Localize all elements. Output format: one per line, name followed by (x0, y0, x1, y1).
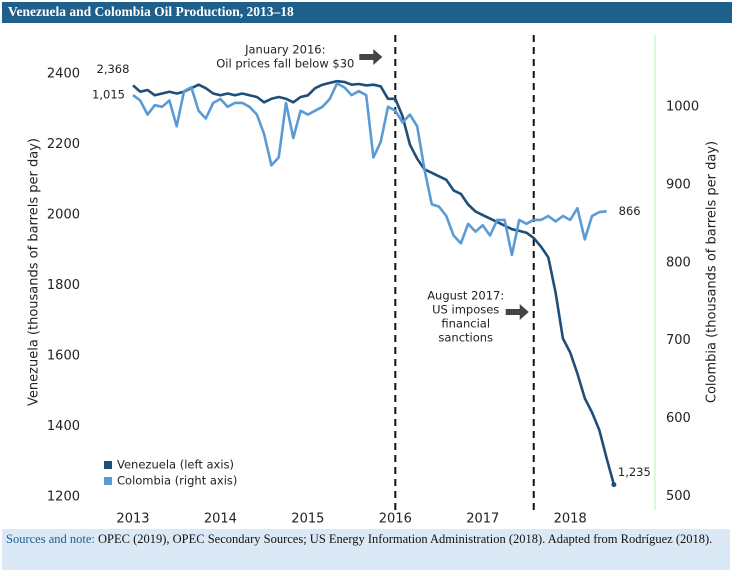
y2-tick-label: 800 (666, 255, 691, 270)
y-tick-label: 1800 (47, 278, 80, 293)
x-tick-label: 2017 (466, 512, 499, 527)
y2-axis-title: Colombia (thousands of barrels per day) (705, 141, 720, 403)
x-tick-label: 2013 (116, 512, 149, 527)
annotation-text: US imposes (432, 303, 499, 317)
legend-label: Venezuela (left axis) (117, 458, 234, 472)
y2-tick-label: 600 (666, 411, 691, 426)
y2-tick-label: 1000 (666, 99, 699, 114)
x-tick-label: 2018 (554, 512, 587, 527)
annotation-text: sanctions (438, 331, 493, 345)
chart: Venezuela and Colombia Oil Production, 2… (2, 2, 732, 527)
y2-tick-label: 500 (666, 489, 691, 504)
data-label: 2,368 (97, 62, 130, 76)
y-tick-label: 1400 (47, 419, 80, 434)
legend-label: Colombia (right axis) (117, 474, 237, 488)
y-tick-label: 2400 (47, 67, 80, 82)
footer-text: OPEC (2019), OPEC Secondary Sources; US … (98, 532, 713, 546)
y2-tick-label: 900 (666, 177, 691, 192)
footer-label: Sources and note: (6, 532, 95, 546)
y2-tick-label: 700 (666, 333, 691, 348)
data-label: 866 (619, 204, 641, 218)
title-bar (2, 2, 732, 23)
annotation-arrow (359, 49, 383, 65)
y-axis-title: Venezuela (thousands of barrels per day) (27, 138, 42, 406)
footer: Sources and note: OPEC (2019), OPEC Seco… (2, 529, 730, 570)
data-label: 1,235 (618, 465, 651, 479)
y-tick-label: 2000 (47, 208, 80, 223)
end-point (611, 482, 617, 488)
x-tick-label: 2015 (291, 512, 324, 527)
y-tick-label: 1200 (47, 489, 80, 504)
series-line (132, 82, 607, 257)
annotation-text: January 2016: (244, 43, 325, 57)
y-tick-label: 2200 (47, 137, 80, 152)
annotation-text: financial (441, 317, 490, 331)
annotation-arrow (505, 304, 529, 320)
data-label: 1,015 (92, 88, 125, 102)
x-tick-label: 2016 (379, 512, 412, 527)
annotation-text: Oil prices fall below $30 (216, 57, 354, 71)
annotation-text: August 2017: (427, 289, 504, 303)
chart-title: Venezuela and Colombia Oil Production, 2… (8, 4, 294, 19)
y-tick-label: 1600 (47, 349, 80, 364)
x-tick-label: 2014 (204, 512, 237, 527)
series-line (132, 79, 616, 485)
